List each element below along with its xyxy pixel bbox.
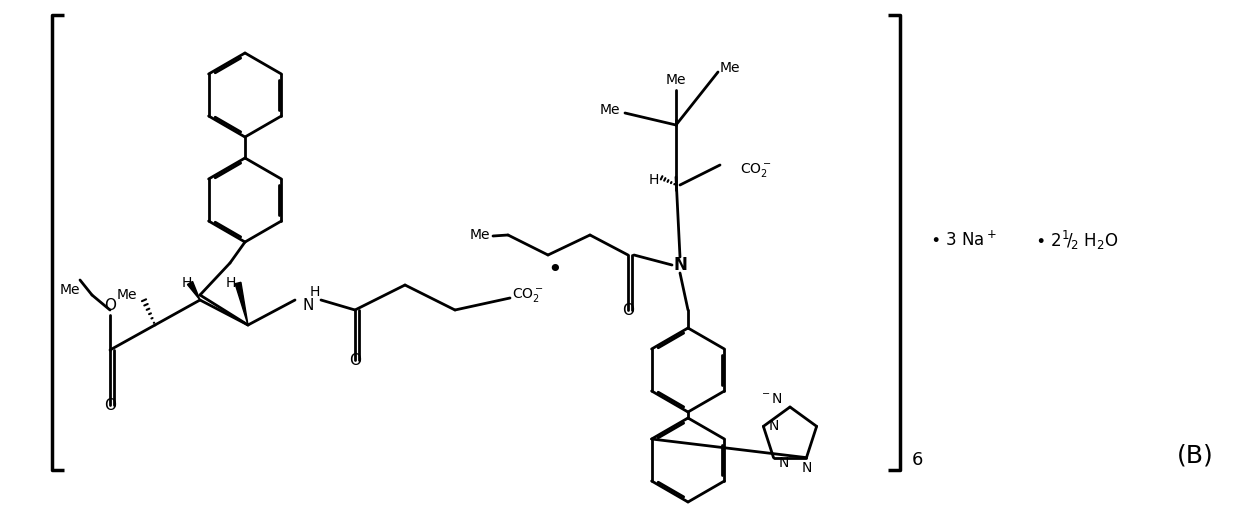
Text: $^-$N: $^-$N — [759, 392, 782, 406]
Text: Me: Me — [117, 288, 136, 302]
Text: 6: 6 — [911, 451, 924, 469]
Text: N: N — [673, 256, 687, 274]
Text: N: N — [801, 460, 812, 475]
Text: N: N — [779, 456, 789, 470]
Text: Me: Me — [720, 61, 740, 75]
Text: N: N — [303, 297, 315, 313]
Text: N: N — [769, 420, 779, 433]
Text: •: • — [548, 258, 563, 282]
Text: $\bullet$ 2$^1\!/_{\!2}$ H$_2$O: $\bullet$ 2$^1\!/_{\!2}$ H$_2$O — [1035, 228, 1118, 251]
Text: O: O — [104, 297, 117, 313]
Text: CO$_2^-$: CO$_2^-$ — [740, 161, 771, 179]
Text: H: H — [310, 285, 320, 299]
Text: H: H — [649, 173, 660, 187]
Text: Me: Me — [666, 73, 686, 87]
Text: O: O — [622, 303, 634, 317]
Text: $\bullet$ 3 Na$^+$: $\bullet$ 3 Na$^+$ — [930, 230, 997, 250]
Text: Me: Me — [60, 283, 81, 297]
Text: H: H — [181, 276, 192, 290]
Text: O: O — [348, 353, 361, 367]
Text: H: H — [226, 276, 236, 290]
Text: Me: Me — [599, 103, 620, 117]
Polygon shape — [236, 282, 248, 325]
Text: Me: Me — [470, 228, 490, 242]
Text: CO$_2^-$: CO$_2^-$ — [512, 286, 544, 304]
Text: (B): (B) — [1177, 443, 1214, 467]
Text: O: O — [104, 398, 117, 412]
Polygon shape — [187, 282, 200, 300]
